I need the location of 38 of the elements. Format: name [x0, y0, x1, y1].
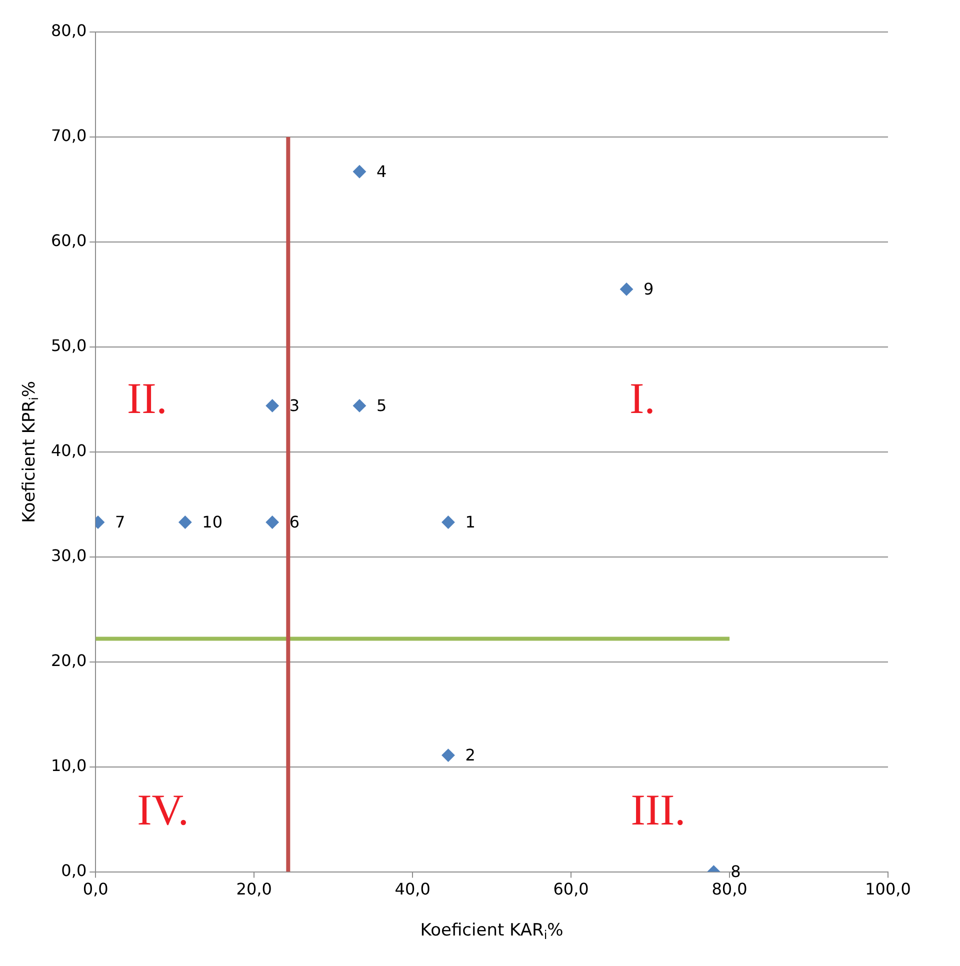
annotation: IV. [137, 786, 189, 835]
y-tick-label: 80,0 [51, 21, 87, 40]
x-tick-label: 20,0 [236, 880, 272, 899]
y-tick-label: 60,0 [51, 231, 87, 250]
y-tick-label: 20,0 [51, 651, 87, 670]
x-tick-label: 80,0 [712, 880, 748, 899]
point [352, 165, 366, 178]
point [352, 399, 366, 412]
annotation: III. [630, 786, 686, 835]
annotation: 10 [202, 512, 223, 532]
annotation: 9 [644, 279, 654, 298]
x-tick-label: 60,0 [553, 880, 589, 899]
annotation: 5 [376, 396, 387, 415]
annotation: 6 [289, 512, 300, 532]
point [442, 748, 455, 762]
y-tick-label: 70,0 [51, 126, 87, 146]
annotation: 1 [465, 512, 476, 532]
point [620, 282, 634, 296]
y-tick-label: 30,0 [51, 546, 87, 566]
annotation: I. [630, 374, 656, 424]
annotation: 2 [465, 745, 476, 764]
annotation: 3 [289, 396, 300, 415]
y-tick-label: 50,0 [51, 336, 87, 356]
annotation: 7 [115, 512, 126, 532]
annotation: II. [126, 374, 168, 424]
point [266, 516, 279, 529]
annotation: 8 [730, 862, 741, 881]
point [266, 399, 279, 412]
x-tick-label: 100,0 [865, 880, 911, 899]
point [442, 516, 455, 529]
x-tick-label: 0,0 [82, 880, 108, 899]
y-tick-label: 0,0 [61, 860, 87, 880]
y-axis-title: Koeficient KPRi% [19, 380, 42, 523]
x-tick-label: 40,0 [394, 880, 430, 899]
y-tick-label: 10,0 [51, 756, 87, 775]
y-tick-label: 40,0 [51, 441, 87, 460]
annotation: 4 [376, 162, 387, 181]
point [178, 516, 192, 529]
